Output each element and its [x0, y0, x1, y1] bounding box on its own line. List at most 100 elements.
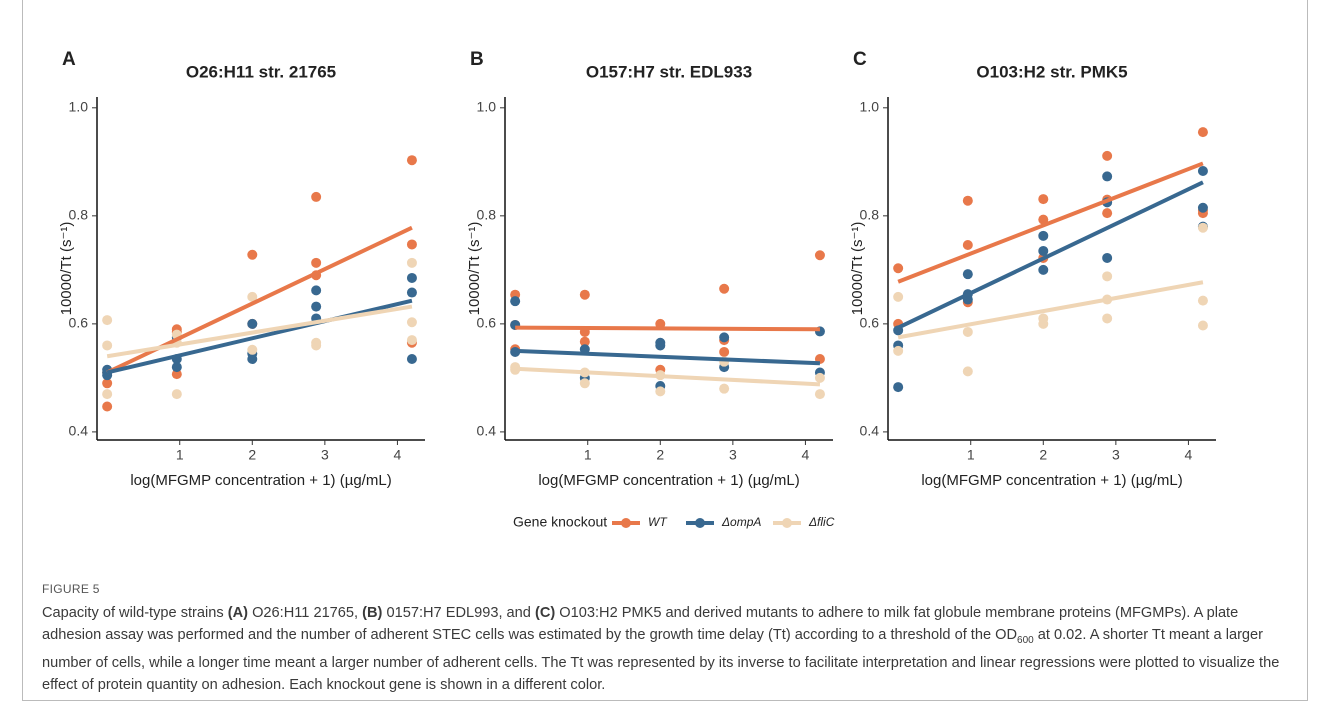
point	[893, 263, 904, 274]
y-tick-label: 1.0	[69, 99, 89, 115]
x-tick-label: 1	[584, 447, 592, 463]
point	[247, 318, 258, 329]
point	[102, 401, 113, 412]
point	[406, 353, 417, 364]
point	[406, 257, 417, 268]
y-tick-label: 0.4	[860, 423, 880, 439]
y-tick-label: 1.0	[860, 99, 880, 115]
legend-title: Gene knockout	[513, 514, 607, 530]
figure-frame	[22, 0, 1308, 701]
caption-ref: (B)	[362, 605, 383, 621]
point	[962, 366, 973, 377]
point	[406, 335, 417, 346]
caption-text: Capacity of wild-type strains	[42, 605, 228, 621]
x-tick-label: 2	[248, 447, 256, 463]
point	[247, 291, 258, 302]
legend-dot	[782, 518, 792, 528]
point	[247, 344, 258, 355]
point	[102, 315, 113, 326]
y-tick-label: 0.8	[69, 207, 89, 223]
point	[171, 362, 182, 373]
caption-text: 0157:H7 EDL993, and	[382, 605, 535, 621]
point	[311, 191, 322, 202]
point	[406, 317, 417, 328]
regression-line	[897, 180, 1204, 330]
chart-title: O103:H2 str. PMK5	[976, 62, 1127, 81]
point	[1038, 194, 1049, 205]
y-axis-label: 10000/Tt (s⁻¹)	[466, 222, 483, 316]
x-tick-label: 3	[321, 447, 329, 463]
caption-text: Capacity of wild-type strains (A) O26:H1…	[42, 602, 1292, 696]
point	[311, 257, 322, 268]
regression-line	[515, 348, 821, 366]
point	[1197, 320, 1208, 331]
point	[247, 353, 258, 364]
point	[1038, 214, 1049, 225]
caption-text: O103:H2 PMK5 and derived mutants to adhe…	[42, 605, 1239, 643]
point	[1038, 245, 1049, 256]
y-tick-label: 0.8	[860, 207, 880, 223]
point	[655, 386, 666, 397]
y-tick-label: 0.8	[477, 207, 497, 223]
point	[719, 332, 730, 343]
panel-label: A	[62, 49, 76, 70]
regression-line	[897, 161, 1204, 284]
point	[962, 195, 973, 206]
y-axis-label: 10000/Tt (s⁻¹)	[58, 222, 75, 316]
x-tick-label: 2	[656, 447, 664, 463]
point	[579, 289, 590, 300]
point	[1102, 313, 1113, 324]
caption-subscript: 600	[1017, 634, 1034, 646]
y-axis-label: 10000/Tt (s⁻¹)	[849, 222, 866, 316]
point	[893, 382, 904, 393]
x-tick-label: 2	[1039, 447, 1047, 463]
point	[893, 291, 904, 302]
regression-line	[515, 366, 821, 387]
point	[1197, 127, 1208, 138]
caption-ref: (C)	[534, 605, 556, 621]
point	[1102, 208, 1113, 219]
point	[1102, 171, 1113, 182]
point	[719, 283, 730, 294]
caption-text: O26:H11 21765,	[248, 605, 363, 621]
point	[814, 389, 825, 400]
y-tick-label: 0.6	[477, 315, 497, 331]
y-tick-label: 0.4	[477, 423, 497, 439]
point	[171, 369, 182, 380]
legend-label: WT	[648, 515, 668, 529]
point	[719, 383, 730, 394]
point	[814, 372, 825, 383]
panel-label: C	[853, 49, 867, 70]
legend-label: ΔfliC	[808, 515, 835, 529]
point	[406, 287, 417, 298]
chart-title: O26:H11 str. 21765	[186, 62, 336, 81]
y-tick-label: 0.6	[69, 315, 89, 331]
point	[102, 340, 113, 351]
point	[1197, 202, 1208, 213]
x-tick-label: 4	[802, 447, 810, 463]
point	[962, 269, 973, 280]
regression-line	[897, 280, 1204, 340]
x-axis-label: log(MFGMP concentration + 1) (µg/mL)	[538, 472, 799, 489]
y-tick-label: 0.6	[860, 315, 880, 331]
point	[1197, 295, 1208, 306]
point	[655, 318, 666, 329]
point	[719, 346, 730, 357]
y-tick-label: 0.4	[69, 423, 89, 439]
panel-label: B	[470, 49, 484, 70]
point	[102, 378, 113, 389]
x-tick-label: 3	[1112, 447, 1120, 463]
x-axis-label: log(MFGMP concentration + 1) (µg/mL)	[921, 472, 1182, 489]
figure-label: FIGURE 5	[42, 582, 100, 596]
point	[962, 326, 973, 337]
point	[1038, 264, 1049, 275]
point	[406, 272, 417, 283]
point	[814, 250, 825, 261]
point	[171, 389, 182, 400]
point	[311, 285, 322, 296]
point	[579, 336, 590, 347]
point	[893, 345, 904, 356]
point	[311, 301, 322, 312]
point	[1102, 271, 1113, 282]
